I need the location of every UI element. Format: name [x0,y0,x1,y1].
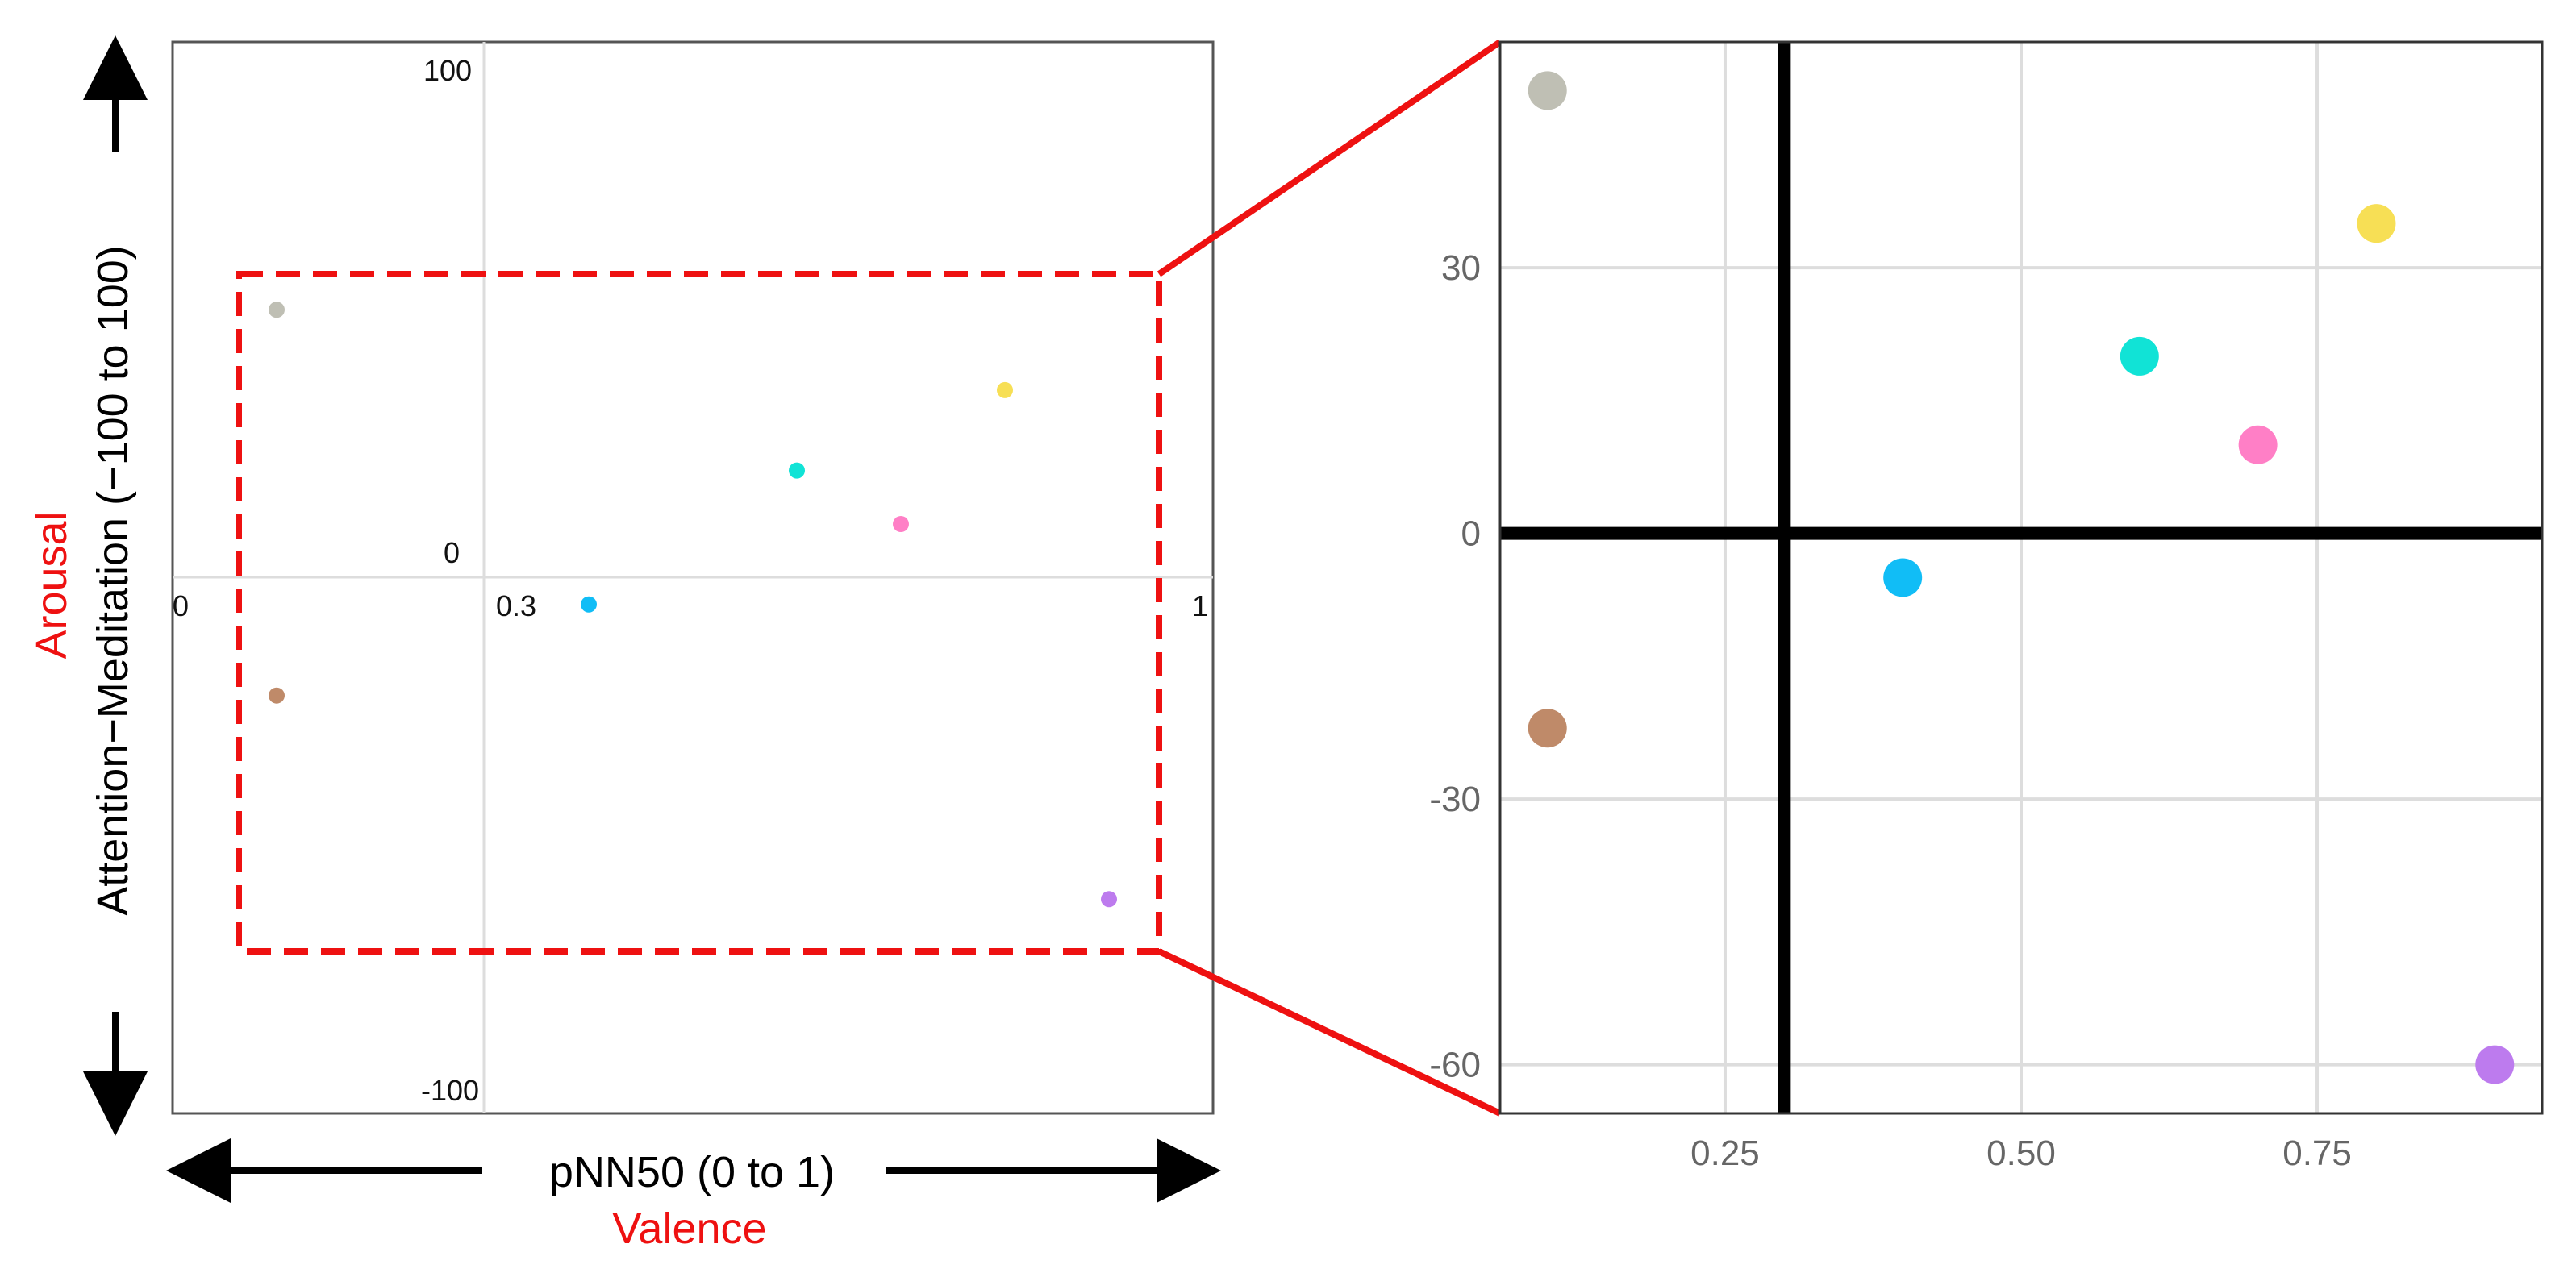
zoomed-point-yellow [2357,204,2396,243]
overview-point-gray [269,302,285,318]
y-axis-title: Attention−Meditation (−100 to 100) [89,245,137,916]
overview-tick-y-top: 100 [423,54,472,87]
zoomed-tick-x: 0.25 [1690,1134,1760,1173]
zoomed-point-brown [1528,709,1567,748]
overview-point-yellow [997,381,1013,398]
zoomed-point-pink [2238,425,2278,464]
zoomed-point-gray [1528,71,1567,110]
zoomed-tick-y: 0 [1461,514,1481,554]
overview-point-cyan [789,462,805,479]
zoomed-tick-labels: 0.25 0.50 0.75 30 0 -30 -60 [1429,248,2351,1173]
overview-tick-y-mid: 0 [444,536,460,569]
zoomed-point-blue [1883,558,1923,597]
overview-point-blue [581,596,597,613]
zoomed-tick-y: -60 [1429,1046,1481,1085]
overview-tick-x-left: 0 [173,589,189,622]
zoomed-plot-frame [1498,40,2544,1115]
zoom-connector-bottom [1157,948,1502,1117]
zoom-region-box [236,271,1162,955]
overview-tick-x-mid: 0.3 [496,589,536,622]
overview-point-pink [893,516,909,533]
overview-panel: 100 0 -100 0 0.3 1 [171,40,1215,1115]
zoomed-point-cyan [2120,336,2159,376]
x-axis-concept-label: Valence [612,1204,766,1253]
y-axis-concept-label: Arousal [27,511,76,659]
zoomed-tick-y: 30 [1441,248,1481,288]
x-axis-title: pNN50 (0 to 1) [549,1148,835,1196]
zoomed-point-purple [2475,1045,2515,1084]
overview-points [269,302,1117,908]
overview-tick-y-bottom: -100 [421,1074,479,1107]
overview-point-brown [269,687,285,704]
zoomed-tick-y: -30 [1429,780,1481,819]
zoom-connector-top [1157,39,1503,277]
zoomed-panel: 0.25 0.50 0.75 30 0 -30 -60 [1429,40,2544,1173]
zoomed-tick-x: 0.50 [1986,1134,2056,1173]
overview-tick-x-right: 1 [1192,589,1208,622]
overview-point-purple [1101,891,1117,908]
zoomed-tick-x: 0.75 [2282,1134,2352,1173]
zoomed-points [1528,71,2515,1084]
